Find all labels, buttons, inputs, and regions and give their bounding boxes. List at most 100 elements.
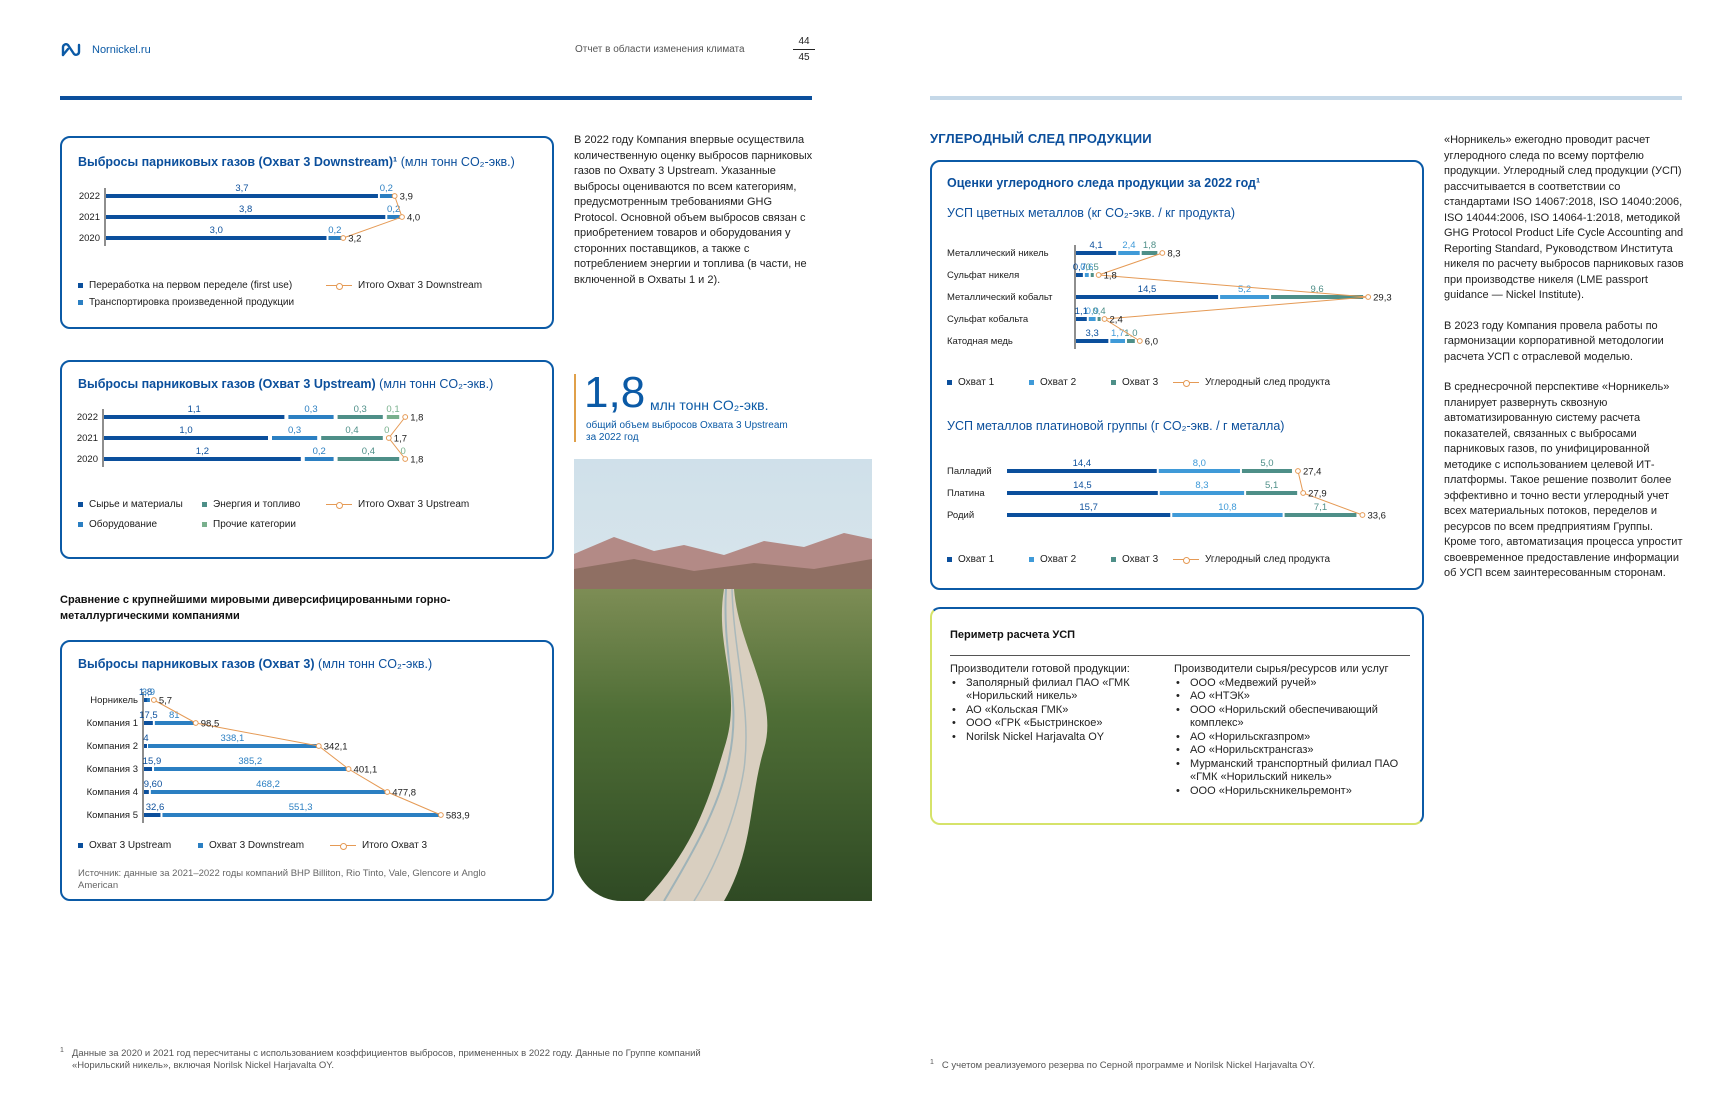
category-label: Компания 5 [87, 810, 138, 821]
legend-item-raw: Сырье и материалы [78, 499, 183, 510]
category-label: 2020 [79, 233, 100, 244]
legend-item-equipment: Оборудование [78, 519, 157, 530]
total-marker [1295, 468, 1301, 474]
bar-segment [144, 813, 161, 817]
total-label: 477,8 [392, 788, 416, 799]
category-label: Компания 3 [87, 764, 138, 775]
bar-segment [106, 194, 378, 198]
legend-item-upstream: Охват 3 Upstream [78, 840, 171, 851]
report-title: Отчет в области изменения климата [575, 44, 745, 55]
data-label: 0,3 [304, 404, 317, 415]
legend-item-downstream: Охват 3 Downstream [198, 840, 304, 851]
total-marker [1300, 490, 1307, 496]
total-label: 401,1 [354, 765, 378, 776]
data-label: 0,1 [386, 404, 399, 415]
data-label: 0,2 [380, 183, 393, 194]
perimeter-col2-head: Производители сырья/ресурсов или услуг [1174, 663, 1389, 675]
bar-segment [1076, 295, 1219, 299]
bar-segment [150, 790, 386, 794]
highlight-value: 1,8 [584, 368, 646, 417]
bar-segment [144, 767, 153, 771]
total-marker [1359, 512, 1366, 518]
legend-item-energy: Энергия и топливо [202, 499, 300, 510]
bar-segment [1090, 273, 1094, 277]
bar-segment [1097, 317, 1101, 321]
total-label: 8,3 [1167, 249, 1180, 260]
bar-segment [379, 194, 393, 198]
legend-item-pgm-scope3: Охват 3 [1111, 554, 1158, 565]
perimeter-col1-list: Заполярный филиал ПАО «ГМК «Норильский н… [950, 677, 1160, 745]
bar-segment [148, 744, 317, 748]
data-label: 7,1 [1314, 502, 1327, 513]
category-label: Родий [947, 510, 974, 521]
bar-segment [154, 767, 347, 771]
bar-segment [1084, 273, 1089, 277]
bar-segment [1141, 251, 1158, 255]
perimeter-col1-item-2: ООО «ГРК «Быстринское» [950, 717, 1160, 731]
upstream-chart-box: Выбросы парниковых газов (Охват 3 Upstre… [60, 360, 554, 559]
data-label: 0,5 [1086, 262, 1099, 273]
bar-segment [144, 790, 149, 794]
category-label: Катодная медь [947, 336, 1013, 347]
legend-item-pgm-scope1: Охват 1 [947, 554, 994, 565]
perimeter-col2-item-2: ООО «Норильский обеспечивающий комплекс» [1174, 704, 1414, 731]
carbon-section-heading: УГЛЕРОДНЫЙ СЛЕД ПРОДУКЦИИ [930, 131, 1152, 146]
total-marker [1365, 294, 1372, 300]
footnote-left: 1 Данные за 2020 и 2021 год пересчитаны с… [60, 1047, 701, 1072]
total-marker [1136, 338, 1143, 344]
total-label: 27,4 [1303, 467, 1322, 478]
legend-item-scope2: Охват 2 [1029, 377, 1076, 388]
landscape-photo-image [574, 459, 872, 901]
data-label: 5,2 [1238, 284, 1251, 295]
data-label: 0,3 [288, 425, 301, 436]
page-left: 44 [798, 36, 810, 47]
bar-segment [1007, 513, 1171, 517]
brand[interactable]: Nornickel.ru [60, 43, 151, 57]
site-link[interactable]: Nornickel.ru [92, 44, 151, 56]
bar-segment [106, 215, 386, 219]
bar-segment [288, 415, 334, 419]
highlight-accent [574, 374, 576, 442]
total-label: 1,8 [410, 413, 423, 424]
category-label: Компания 4 [87, 787, 138, 798]
data-label: 15,7 [1079, 502, 1098, 513]
bar-segment [1271, 295, 1364, 299]
landscape-photo [574, 459, 872, 901]
bar-segment [144, 698, 147, 702]
total-marker [1101, 316, 1108, 322]
category-label: Платина [947, 488, 985, 499]
total-label: 5,7 [159, 696, 172, 707]
right-paragraph-1: «Норникель» ежегодно проводит расчет угл… [1444, 134, 1684, 301]
bar-segment [1007, 469, 1157, 473]
total-label: 33,6 [1367, 511, 1386, 522]
data-label: 3,0 [210, 225, 223, 236]
total-marker [150, 697, 157, 703]
total-marker [345, 766, 352, 772]
category-label: Металлический никель [947, 248, 1049, 259]
nonferrous-title: УСП цветных металлов (кг CO₂-экв. / кг п… [947, 206, 1235, 220]
perimeter-col1-head: Производители готовой продукции: [950, 663, 1130, 675]
data-label: 0,2 [387, 204, 400, 215]
downstream-chart-title: Выбросы парниковых газов (Охват 3 Downst… [78, 155, 515, 169]
data-label: 1,7 [1111, 328, 1124, 339]
data-label: 81 [169, 710, 180, 721]
bar-segment [1220, 295, 1270, 299]
data-label: 3,9 [142, 687, 155, 698]
data-label: 3,3 [1086, 328, 1099, 339]
total-marker [402, 414, 409, 420]
data-label: 385,2 [238, 756, 262, 767]
perimeter-col2-item-6: ООО «Норильскникельремонт» [1174, 785, 1414, 799]
page-numbers: 44 45 [793, 35, 815, 65]
total-label: 3,9 [400, 192, 413, 203]
upstream-chart-title: Выбросы парниковых газов (Охват 3 Upstre… [78, 377, 494, 391]
bar-segment [386, 415, 400, 419]
bar-segment [321, 436, 383, 440]
data-label: 1,8 [1143, 240, 1156, 251]
bar-segment [328, 236, 342, 240]
bar-segment [1172, 513, 1283, 517]
legend-item-processing: Переработка на первом переделе (first us… [78, 280, 292, 291]
data-label: 1,1 [188, 404, 201, 415]
legend-item-other: Прочие категории [202, 519, 296, 530]
